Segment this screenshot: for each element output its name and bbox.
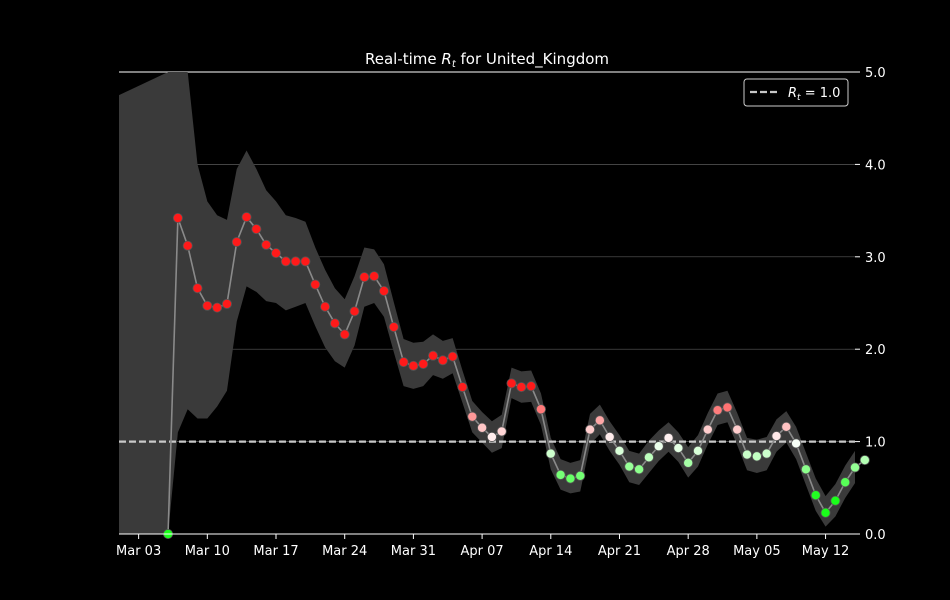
- x-tick-label: May 05: [733, 544, 781, 559]
- rt-point: [594, 415, 605, 426]
- x-tick-label: Mar 24: [322, 544, 367, 559]
- rt-point: [251, 224, 262, 235]
- y-tick-label: 4.0: [865, 158, 886, 173]
- rt-point: [575, 470, 586, 481]
- rt-point: [604, 431, 615, 442]
- legend-frame: [743, 78, 849, 107]
- x-tick-label: Apr 28: [667, 544, 710, 559]
- rt-point: [280, 256, 291, 267]
- rt-point: [486, 431, 497, 442]
- rt-point: [683, 457, 694, 468]
- legend-label: Rt = 1.0: [788, 86, 840, 103]
- rt-point: [349, 306, 360, 317]
- confidence-band-area: [119, 72, 855, 534]
- chart-title: Real-time Rt for United_Kingdom: [365, 50, 609, 70]
- rt-point: [791, 438, 802, 449]
- rt-point: [643, 452, 654, 463]
- rt-point: [859, 455, 870, 466]
- rt-point: [212, 302, 223, 313]
- rt-point: [172, 212, 183, 223]
- x-tick-label: Mar 17: [253, 544, 298, 559]
- x-tick-label: Mar 31: [391, 544, 436, 559]
- rt-point: [192, 283, 203, 294]
- rt-point: [722, 402, 733, 413]
- rt-point: [378, 285, 389, 296]
- rt-point: [457, 382, 468, 393]
- rt-point: [506, 378, 517, 389]
- rt-point: [418, 358, 429, 369]
- rt-point: [751, 451, 762, 462]
- y-tick-label: 0.0: [865, 528, 886, 543]
- rt-point: [555, 469, 566, 480]
- rt-point: [241, 212, 252, 223]
- axes: Mar 03 Mar 10 Mar 17 Mar 24 Mar 31 Apr 07 Apr …: [116, 66, 886, 559]
- x-tick-label: Mar 03: [116, 544, 161, 559]
- rt-point: [585, 424, 596, 435]
- y-tick-label: 5.0: [865, 66, 886, 81]
- rt-point: [408, 360, 419, 371]
- rt-point: [850, 462, 861, 473]
- rt-point: [271, 248, 282, 259]
- rt-point: [761, 448, 772, 459]
- rt-point: [830, 495, 841, 506]
- rt-point: [800, 464, 811, 475]
- rt-point: [565, 473, 576, 484]
- rt-point: [388, 322, 399, 333]
- rt-point: [231, 237, 242, 248]
- legend: Rt = 1.0: [743, 78, 849, 107]
- rt-point: [310, 279, 321, 290]
- rt-point: [732, 424, 743, 435]
- rt-point: [398, 357, 409, 368]
- rt-point: [810, 490, 821, 501]
- rt-point: [359, 272, 370, 283]
- x-tick-label: Mar 10: [185, 544, 230, 559]
- y-tick-label: 1.0: [865, 436, 886, 451]
- rt-point: [447, 351, 458, 362]
- rt-point: [781, 421, 792, 432]
- rt-point: [614, 445, 625, 456]
- rt-point: [516, 382, 527, 393]
- rt-point: [526, 381, 537, 392]
- rt-point: [369, 271, 380, 282]
- rt-points: [163, 212, 870, 540]
- rt-point: [182, 240, 193, 251]
- rt-point: [692, 445, 703, 456]
- rt-point: [477, 422, 488, 433]
- rt-point: [663, 432, 674, 443]
- rt-point: [535, 404, 546, 415]
- rt-point: [202, 300, 213, 311]
- rt-point: [702, 424, 713, 435]
- rt-point: [496, 426, 507, 437]
- x-tick-label: Apr 07: [461, 544, 504, 559]
- rt-point: [290, 256, 301, 267]
- rt-point: [653, 441, 664, 452]
- rt-point: [673, 443, 684, 454]
- rt-point: [339, 329, 350, 340]
- rt-point: [261, 239, 272, 250]
- rt-point: [467, 411, 478, 422]
- x-tick-label: Apr 21: [598, 544, 641, 559]
- confidence-band: [119, 72, 855, 534]
- rt-point: [712, 405, 723, 416]
- x-tick-label: May 12: [802, 544, 850, 559]
- rt-point: [820, 507, 831, 518]
- rt-point: [320, 301, 331, 312]
- rt-point: [742, 449, 753, 460]
- x-tick-label: Apr 14: [529, 544, 572, 559]
- rt-point: [437, 355, 448, 366]
- rt-point: [329, 318, 340, 329]
- rt-point: [221, 298, 232, 309]
- rt-point: [428, 350, 439, 361]
- rt-point: [771, 431, 782, 442]
- y-tick-label: 3.0: [865, 251, 886, 266]
- rt-point: [634, 464, 645, 475]
- rt-point: [840, 477, 851, 488]
- y-tick-label: 2.0: [865, 343, 886, 358]
- rt-point: [545, 448, 556, 459]
- rt-point: [300, 256, 311, 267]
- rt-point: [624, 461, 635, 472]
